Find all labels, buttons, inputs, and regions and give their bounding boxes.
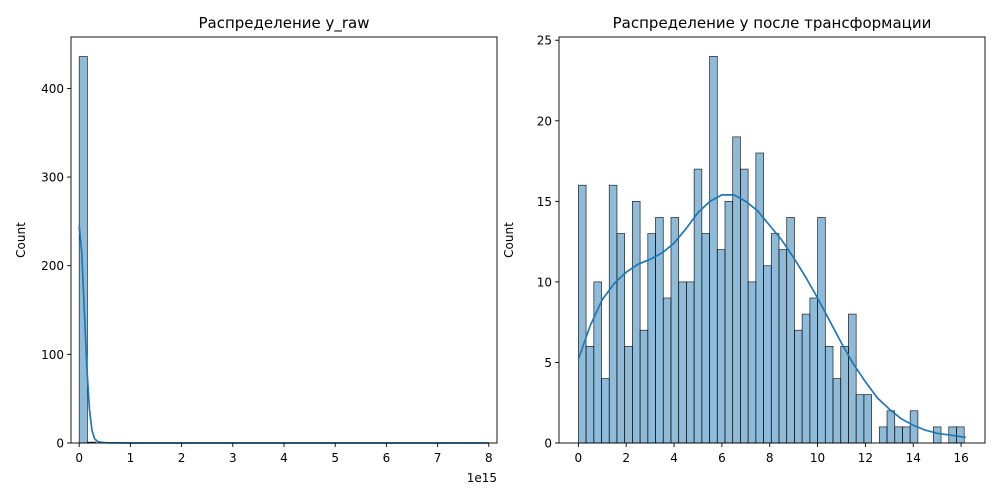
x-tick-label: 5 — [331, 451, 339, 465]
histogram-bar — [740, 168, 749, 444]
histogram-bar — [932, 426, 942, 444]
histogram-bar — [794, 329, 803, 444]
panel-y-raw: Распределение y_raw Count 1e15 0 1 2 3 4 5 6 7 8… — [14, 14, 498, 485]
histogram-bar — [824, 345, 834, 444]
histogram-bar — [732, 136, 741, 444]
title-y-raw: Распределение y_raw — [198, 14, 369, 33]
histogram-bar — [78, 56, 88, 444]
x-tick-label: 7 — [434, 451, 442, 465]
x-tick-label: 0 — [575, 451, 583, 465]
bars-y-transformed — [578, 55, 965, 444]
x-tick-label: 10 — [810, 451, 825, 465]
histogram-bar — [855, 394, 865, 444]
kde-y-raw — [78, 225, 489, 444]
x-tick-label: 12 — [858, 451, 873, 465]
title-y-transformed: Распределение y после трансформации — [613, 14, 932, 32]
histogram-bar — [956, 426, 965, 444]
x-ticks-y-raw: 0 1 2 3 4 5 6 7 8 — [75, 443, 493, 465]
x-tick-label: 2 — [622, 451, 630, 465]
x-tick-label: 2 — [178, 451, 186, 465]
histogram-bar — [616, 233, 626, 444]
y-tick-label: 20 — [537, 114, 552, 128]
histogram-bar — [686, 281, 695, 444]
y-tick-label: 0 — [544, 437, 552, 451]
y-tick-label: 25 — [537, 34, 552, 48]
y-ticks-y-transformed: 0 5 10 15 20 25 — [537, 34, 559, 451]
x-tick-label: 14 — [906, 451, 921, 465]
histogram-bar — [716, 249, 726, 444]
kde-curve — [78, 225, 489, 444]
histogram-bar — [886, 410, 896, 444]
histogram-bar — [670, 217, 680, 444]
histogram-bar — [786, 217, 795, 444]
x-axis-offset-label: 1e15 — [467, 471, 497, 485]
x-tick-label: 4 — [670, 451, 678, 465]
histogram-bar — [578, 184, 587, 444]
y-tick-label: 400 — [41, 82, 64, 96]
histogram-bar — [763, 265, 772, 444]
histogram-bar — [755, 152, 764, 444]
y-tick-label: 10 — [537, 275, 552, 289]
histogram-bar — [840, 345, 849, 444]
y-tick-label: 200 — [41, 259, 64, 273]
histogram-bar — [770, 233, 780, 444]
y-tick-label: 15 — [537, 195, 552, 209]
histogram-bar — [585, 345, 595, 444]
axes-frame-y-raw — [70, 36, 498, 444]
histogram-bar — [701, 233, 710, 444]
histogram-bar — [863, 394, 872, 444]
histogram-bar — [848, 313, 857, 444]
x-tick-label: 6 — [718, 451, 726, 465]
histogram-bar — [639, 329, 649, 444]
panel-y-transformed: Распределение y после трансформации Coun… — [502, 14, 986, 465]
histogram-bar — [608, 184, 618, 444]
x-tick-label: 6 — [383, 451, 391, 465]
x-tick-label: 4 — [280, 451, 288, 465]
histogram-bar — [678, 281, 687, 444]
y-tick-label: 0 — [56, 437, 64, 451]
y-ticks-y-raw: 0 100 200 300 400 — [41, 82, 71, 451]
histogram-bar — [593, 281, 602, 444]
histogram-bar — [809, 297, 818, 444]
histogram-bar — [632, 200, 641, 444]
x-tick-label: 8 — [485, 451, 493, 465]
histogram-bar — [709, 55, 718, 444]
y-axis-label-y-raw: Count — [14, 222, 28, 258]
histogram-bar — [724, 200, 734, 444]
histogram-bar — [817, 217, 826, 444]
histogram-bar — [662, 297, 672, 444]
y-tick-label: 100 — [41, 348, 64, 362]
histogram-bar — [878, 426, 888, 444]
histogram-bar — [894, 426, 903, 444]
x-tick-label: 0 — [75, 451, 83, 465]
histogram-bar — [801, 313, 811, 444]
y-tick-label: 5 — [544, 356, 552, 370]
axes-frame-y-transformed — [558, 36, 986, 444]
y-tick-label: 300 — [41, 171, 64, 185]
kde-y-transformed — [577, 194, 966, 439]
histogram-bar — [902, 426, 911, 444]
x-tick-label: 3 — [229, 451, 237, 465]
histogram-bar — [601, 378, 610, 444]
histogram-bar — [778, 249, 788, 444]
histogram-bar — [647, 233, 656, 444]
x-tick-label: 1 — [127, 451, 135, 465]
y-axis-label-y-transformed: Count — [502, 222, 516, 258]
x-tick-label: 8 — [766, 451, 774, 465]
kde-curve — [577, 194, 966, 439]
histogram-bar — [655, 217, 664, 444]
x-tick-label: 16 — [953, 451, 968, 465]
histogram-bar — [624, 345, 633, 444]
x-ticks-y-transformed: 0 2 4 6 8 10 12 14 16 — [575, 443, 969, 465]
histogram-bar — [832, 378, 842, 444]
histogram-bar — [747, 281, 757, 444]
